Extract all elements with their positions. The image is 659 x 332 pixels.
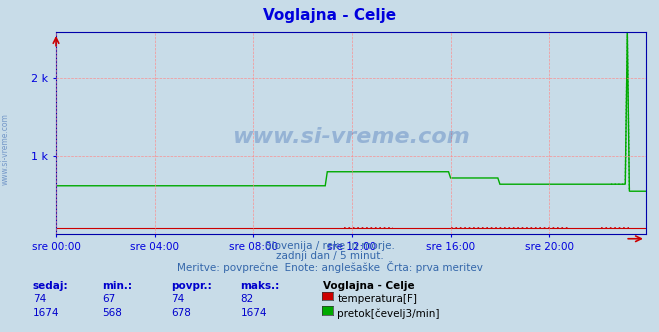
Text: temperatura[F]: temperatura[F] [337,294,417,304]
Text: Slovenija / reke in morje.: Slovenija / reke in morje. [264,241,395,251]
Text: 74: 74 [33,294,46,304]
Text: www.si-vreme.com: www.si-vreme.com [232,127,470,147]
Text: www.si-vreme.com: www.si-vreme.com [1,114,10,185]
Text: Voglajna - Celje: Voglajna - Celje [263,8,396,23]
Text: 74: 74 [171,294,185,304]
Text: maks.:: maks.: [241,281,280,290]
Text: 82: 82 [241,294,254,304]
Text: 67: 67 [102,294,115,304]
Text: 678: 678 [171,308,191,318]
Text: 568: 568 [102,308,122,318]
Text: 1674: 1674 [241,308,267,318]
Text: 1674: 1674 [33,308,59,318]
Text: zadnji dan / 5 minut.: zadnji dan / 5 minut. [275,251,384,261]
Text: Voglajna - Celje: Voglajna - Celje [323,281,415,290]
Text: pretok[čevelj3/min]: pretok[čevelj3/min] [337,308,440,319]
Text: min.:: min.: [102,281,132,290]
Text: Meritve: povprečne  Enote: anglešaške  Črta: prva meritev: Meritve: povprečne Enote: anglešaške Črt… [177,261,482,273]
Text: povpr.:: povpr.: [171,281,212,290]
Text: sedaj:: sedaj: [33,281,69,290]
